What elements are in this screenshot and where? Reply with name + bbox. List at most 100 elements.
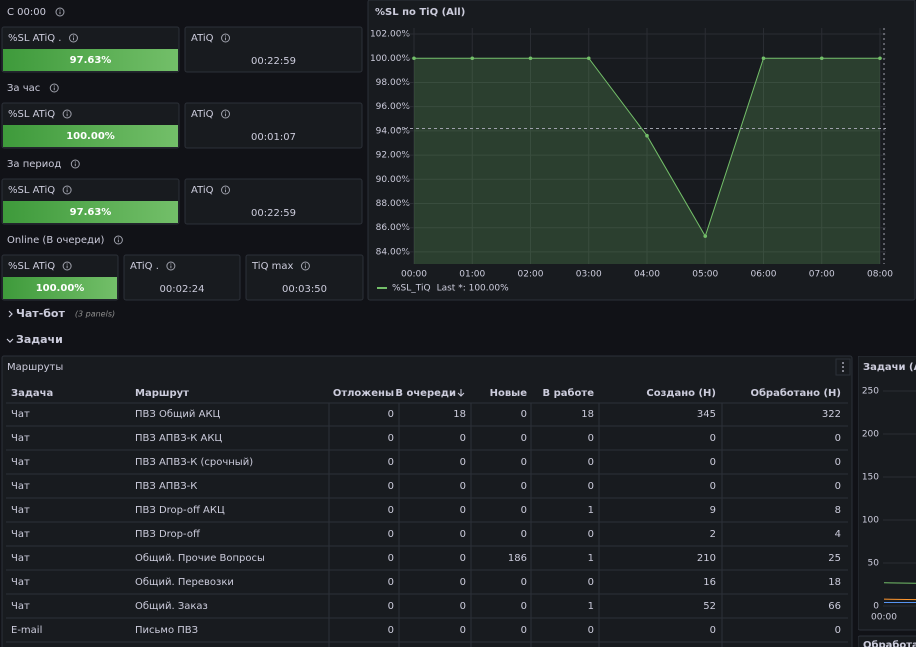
row-note: (3 panels) — [75, 310, 115, 319]
table-cell: Чат — [11, 433, 30, 444]
y-tick-label: 90.00% — [376, 175, 411, 185]
info-icon-dot — [59, 9, 61, 11]
info-icon[interactable] — [62, 185, 72, 195]
info-icon[interactable] — [49, 83, 59, 93]
stat-title: ATiQ — [191, 185, 214, 196]
info-icon-dot — [304, 263, 307, 265]
info-icon-dot — [224, 35, 227, 37]
x-tick-label: 00:00 — [871, 613, 897, 623]
menu-dot — [842, 366, 844, 368]
table-cell: 0 — [588, 529, 594, 540]
info-icon[interactable] — [70, 159, 80, 169]
y-tick-label: 50 — [868, 559, 880, 569]
info-icon[interactable] — [300, 261, 310, 271]
stat-title: %SL ATiQ . — [8, 33, 61, 44]
sort-arrow — [457, 389, 465, 397]
y-tick-label: 92.00% — [376, 151, 411, 161]
table-cell: ПВЗ Общий АКЦ — [135, 409, 221, 420]
table-cell: 345 — [697, 409, 716, 420]
info-icon-dot — [66, 187, 68, 189]
menu-button[interactable] — [835, 358, 851, 376]
table-cell: 0 — [835, 457, 841, 468]
stat-title: %SL ATiQ — [8, 185, 55, 196]
section-title: За час — [7, 83, 40, 94]
table-title: Маршруты — [7, 362, 63, 373]
point — [878, 56, 882, 61]
chart-title: %SL по TiQ (All) — [375, 7, 465, 18]
x-tick-label: 04:00 — [634, 270, 660, 280]
row-title[interactable]: Чат-бот — [16, 307, 65, 320]
column-header[interactable]: Создано (Н) — [646, 388, 716, 399]
table-cell: 0 — [835, 625, 841, 636]
chevron-right[interactable] — [8, 310, 13, 318]
y-tick-label: 86.00% — [376, 223, 411, 233]
stat-panel — [245, 254, 364, 301]
info-icon[interactable] — [221, 33, 231, 43]
table-cell: 0 — [388, 505, 394, 516]
table-cell: 66 — [828, 601, 841, 612]
point — [470, 56, 475, 61]
series-line — [883, 582, 916, 584]
table-cell: 0 — [710, 433, 716, 444]
y-tick-label: 200 — [862, 430, 879, 440]
table-cell: 322 — [822, 409, 841, 420]
info-icon[interactable] — [221, 109, 231, 119]
table-cell: 0 — [588, 625, 594, 636]
table-cell: 0 — [388, 553, 394, 564]
table-cell: Общий. Перевозки — [135, 577, 234, 588]
menu-dot — [842, 362, 844, 364]
column-header[interactable]: Отложены — [333, 388, 394, 399]
table-cell: ПВЗ АПВЗ-К АКЦ — [135, 433, 222, 444]
stat-value: 00:22:59 — [251, 208, 296, 219]
stat-value: 100.00% — [66, 131, 115, 142]
table-cell: 0 — [388, 577, 394, 588]
table-cell: Чат — [11, 481, 30, 492]
stat-title: ATiQ — [191, 109, 214, 120]
column-header[interactable]: Задача — [11, 388, 53, 399]
table-cell: 1 — [588, 601, 594, 612]
row-title[interactable]: Задачи — [16, 333, 63, 346]
stat-background — [3, 277, 117, 299]
info-icon[interactable] — [62, 109, 72, 119]
info-icon-dot — [53, 85, 55, 87]
x-tick-label: 06:00 — [751, 270, 777, 280]
info-icon[interactable] — [55, 7, 65, 17]
info-icon[interactable] — [68, 33, 78, 43]
panel-title: Обработа — [863, 639, 916, 647]
chart-panel — [858, 356, 916, 631]
column-header[interactable]: В очереди — [395, 388, 456, 399]
table-cell: 18 — [581, 409, 594, 420]
column-header[interactable]: Маршрут — [135, 388, 189, 399]
table-cell: 0 — [460, 625, 466, 636]
y-tick-label: 98.00% — [376, 78, 411, 88]
table-cell: ПВЗ АПВЗ-К (срочный) — [135, 457, 253, 468]
column-header[interactable]: Новые — [490, 388, 528, 399]
stat-background — [3, 125, 178, 147]
stat-value: 00:03:50 — [282, 284, 327, 295]
table-cell: Общий. Прочие Вопросы — [135, 553, 265, 564]
point — [819, 56, 824, 61]
table-cell: 0 — [521, 625, 527, 636]
info-icon-dot — [170, 263, 172, 265]
table-cell: 18 — [453, 409, 466, 420]
x-tick-label: 08:00 — [867, 270, 893, 280]
info-icon[interactable] — [166, 261, 176, 271]
y-tick-label: 84.00% — [376, 247, 411, 257]
table-cell: 1 — [588, 553, 594, 564]
info-icon[interactable] — [221, 185, 231, 195]
table-cell: Общий. Заказ — [135, 601, 208, 612]
chevron-down[interactable] — [6, 338, 14, 343]
x-tick-label: 00:00 — [401, 270, 427, 280]
x-tick-label: 02:00 — [518, 270, 544, 280]
table-cell: 0 — [460, 577, 466, 588]
menu-dot — [842, 370, 844, 372]
info-icon[interactable] — [62, 261, 72, 271]
table-cell: ПВЗ Drop-off — [135, 529, 201, 540]
column-header[interactable]: В работе — [543, 387, 595, 399]
table-cell: 0 — [460, 457, 466, 468]
table-cell: 0 — [521, 505, 527, 516]
stat-value: 97.63% — [70, 55, 112, 66]
column-header[interactable]: Обработано (Н) — [750, 387, 841, 399]
info-icon[interactable] — [113, 235, 123, 245]
table-cell: 0 — [460, 433, 466, 444]
